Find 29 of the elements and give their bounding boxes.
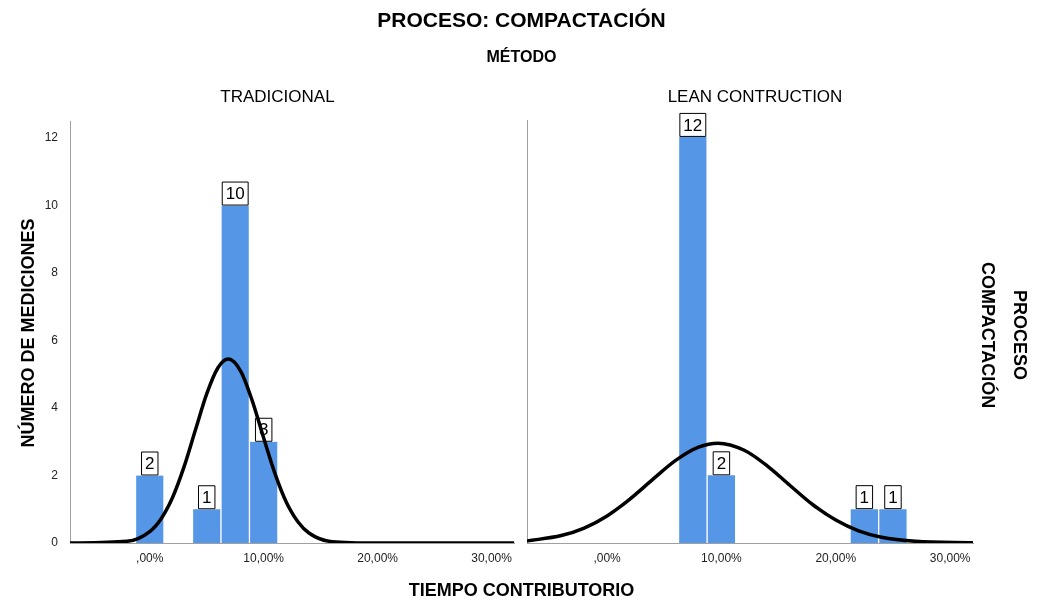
data-label: 2: [145, 454, 155, 474]
x-tick-label: ,00%: [136, 550, 164, 565]
x-tick-label: 10,00%: [243, 550, 285, 565]
x-tick-label: 30,00%: [471, 550, 513, 565]
x-tick-label: 20,00%: [815, 550, 857, 565]
y-tick-label: 4: [51, 400, 59, 415]
x-tick-label: ,00%: [593, 550, 622, 565]
y-tick-label: 10: [44, 197, 59, 212]
data-label: 12: [683, 115, 703, 135]
y2-axis-title: PROCESO COMPACTACIÓN: [977, 260, 1031, 411]
x-tick-label: 20,00%: [357, 550, 399, 565]
data-label: 1: [859, 487, 870, 507]
x-tick-label: 30,00%: [929, 550, 971, 565]
y-tick-label: 2: [51, 467, 59, 482]
y-tick-label: 8: [51, 265, 59, 280]
data-label: 1: [201, 487, 212, 507]
chart-title: TRADICIONAL: [219, 87, 336, 107]
text: MÉTODO: [485, 48, 558, 66]
data-label: 2: [716, 454, 727, 474]
y-tick-label: 0: [51, 535, 59, 550]
y-axis-title: NÚMERO DE MEDICIONES: [17, 218, 39, 448]
y-tick-label: 6: [51, 332, 59, 347]
x-tick-label: 10,00%: [701, 550, 743, 565]
data-label: 1: [888, 487, 898, 507]
x-axis-title: TIEMPO CONTRIBUTORIO: [407, 580, 636, 601]
y-tick-label: 12: [44, 130, 59, 145]
text: PROCESO: COMPACTACIÓN: [376, 8, 667, 32]
chart-title: LEAN CONTRUCTION: [666, 87, 844, 107]
data-label: 10: [225, 184, 245, 204]
